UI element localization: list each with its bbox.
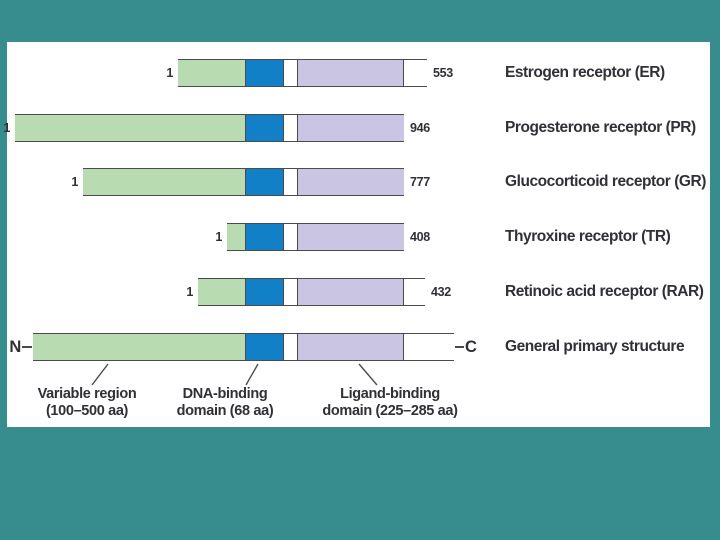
length-label: 946: [410, 121, 430, 135]
dna-binding-domain-segment: [245, 115, 284, 141]
ligand-binding-domain-segment: [297, 60, 404, 86]
start-residue-label: 1: [71, 175, 78, 189]
c-terminus-connector-line: [455, 346, 464, 348]
length-label: 432: [431, 285, 451, 299]
receptor-bar: [32, 333, 454, 361]
ligand-binding-domain-caption: Ligand-binding domain (225–285 aa): [295, 386, 485, 419]
dna-binding-domain-caption: DNA-binding domain (68 aa): [130, 386, 320, 419]
receptor-bar: [14, 114, 404, 142]
variable-region-callout-line: [91, 363, 109, 386]
c-terminus-label: C: [465, 338, 477, 356]
variable-region-segment: [32, 334, 246, 360]
variable-region-caption-line1: Variable region: [37, 386, 137, 402]
receptor-name: Glucocorticoid receptor (GR): [505, 173, 706, 190]
hinge-segment: [283, 279, 298, 305]
receptor-bar: [82, 168, 404, 196]
ligand-binding-domain-segment: [297, 224, 404, 250]
dna-binding-domain-segment: [245, 279, 284, 305]
hinge-segment: [283, 115, 298, 141]
receptor-row: 1 553 Estrogen receptor (ER): [7, 42, 710, 427]
hinge-segment: [283, 224, 298, 250]
variable-region-segment: [226, 224, 246, 250]
dna-binding-domain-segment: [245, 169, 284, 195]
receptor-row: 1 432 Retinoic acid receptor (RAR): [7, 42, 710, 427]
receptor-row: 1 777 Glucocorticoid receptor (GR): [7, 42, 710, 427]
length-label: 553: [433, 66, 453, 80]
n-terminus-label: N: [9, 338, 21, 356]
receptor-name: Progesterone receptor (PR): [505, 119, 696, 136]
dna-binding-domain-caption-line1: DNA-binding: [182, 386, 268, 402]
variable-region-segment: [14, 115, 246, 141]
variable-region-segment: [177, 60, 246, 86]
receptor-row: 1 408 Thyroxine receptor (TR): [7, 42, 710, 427]
ligand-binding-callout-line: [358, 363, 378, 386]
dna-binding-domain-segment: [245, 60, 284, 86]
dna-binding-callout-line: [245, 363, 259, 386]
c-terminal-tail-segment: [403, 279, 425, 305]
receptor-name: Retinoic acid receptor (RAR): [505, 283, 704, 300]
receptor-row: 1 946 Progesterone receptor (PR): [3, 42, 710, 427]
start-residue-label: 1: [166, 66, 173, 80]
receptor-name: Estrogen receptor (ER): [505, 64, 665, 81]
dna-binding-domain-segment: [245, 224, 284, 250]
receptor-name: Thyroxine receptor (TR): [505, 228, 671, 245]
receptor-bar: [226, 223, 404, 251]
receptor-bar: [197, 278, 425, 306]
dna-binding-domain-segment: [245, 334, 284, 360]
receptor-name: General primary structure: [505, 338, 685, 355]
variable-region-segment: [197, 279, 246, 305]
diagram-panel: 1 553 Estrogen receptor (ER) 1 946 Progestero…: [3, 42, 710, 427]
start-residue-label: 1: [3, 121, 10, 135]
hinge-segment: [283, 334, 298, 360]
callout-lines: [91, 363, 378, 386]
start-residue-label: 1: [215, 230, 222, 244]
receptor-bar: [177, 59, 427, 87]
ligand-binding-domain-caption-line2: domain (225–285 aa): [322, 402, 458, 419]
c-terminal-tail-segment: [403, 334, 454, 360]
ligand-binding-domain-caption-line1: Ligand-binding: [340, 386, 440, 402]
n-terminus-connector-line: [22, 346, 32, 348]
hinge-segment: [283, 60, 298, 86]
start-residue-label: 1: [186, 285, 193, 299]
variable-region-caption: Variable region (100–500 aa): [0, 386, 182, 419]
length-label: 777: [410, 175, 430, 189]
ligand-binding-domain-segment: [297, 334, 404, 360]
variable-region-caption-line2: (100–500 aa): [45, 402, 129, 419]
receptor-row: N C General primary structure: [7, 42, 710, 427]
hinge-segment: [283, 169, 298, 195]
variable-region-segment: [82, 169, 246, 195]
dna-binding-domain-caption-line2: domain (68 aa): [176, 402, 274, 419]
c-terminal-tail-segment: [403, 60, 427, 86]
ligand-binding-domain-segment: [297, 279, 404, 305]
ligand-binding-domain-segment: [297, 169, 404, 195]
ligand-binding-domain-segment: [297, 115, 404, 141]
length-label: 408: [410, 230, 430, 244]
